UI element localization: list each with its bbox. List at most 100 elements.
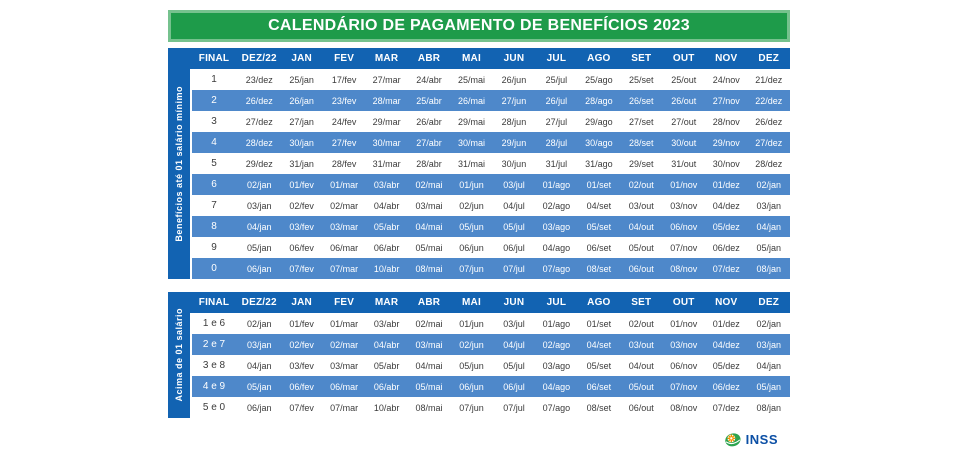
date-cell: 06/jul (492, 376, 536, 397)
date-cell: 06/out (620, 258, 663, 279)
date-cell: 31/ago (577, 153, 621, 174)
final-digit-cell: 9 (190, 237, 238, 258)
date-cell: 31/jan (280, 153, 323, 174)
date-cell: 06/fev (280, 237, 323, 258)
date-cell: 02/fev (280, 334, 323, 355)
column-header: FINAL (190, 292, 238, 313)
date-cell: 27/jan (280, 111, 323, 132)
date-cell: 04/set (577, 195, 621, 216)
table-row: 3 27/dez 27/jan 24/fev 29/mar 26/abr 29/mai 28/… (190, 111, 790, 132)
date-cell: 10/abr (365, 397, 408, 418)
date-cell: 06/set (577, 376, 621, 397)
date-cell: 25/set (620, 69, 663, 90)
date-cell: 02/mar (322, 334, 366, 355)
date-cell: 02/fev (280, 195, 323, 216)
date-cell: 06/abr (365, 237, 408, 258)
column-header: NOV (704, 292, 748, 313)
table-row: 3 e 8 04/jan 03/fev 03/mar 05/abr 04/mai 05/ju… (190, 355, 790, 376)
date-cell: 03/abr (365, 313, 408, 334)
date-cell: 29/ago (577, 111, 621, 132)
date-cell: 03/jul (492, 174, 536, 195)
date-cell: 07/jun (450, 258, 493, 279)
date-cell: 04/out (620, 216, 663, 237)
date-cell: 31/jul (535, 153, 578, 174)
date-cell: 28/fev (322, 153, 366, 174)
final-digit-cell: 0 (190, 258, 238, 279)
column-header: MAI (450, 292, 493, 313)
date-cell: 04/set (577, 334, 621, 355)
column-header: DEZ (747, 292, 790, 313)
final-digit-cell: 3 (190, 111, 238, 132)
date-cell: 30/jan (280, 132, 323, 153)
date-cell: 01/jun (450, 174, 493, 195)
date-cell: 27/mar (365, 69, 408, 90)
date-cell: 06/abr (365, 376, 408, 397)
date-cell: 06/mar (322, 237, 366, 258)
header-row: FINAL DEZ/22 JAN FEV MAR ABR MAI JUN JUL AGO SET OU… (190, 48, 790, 69)
date-cell: 05/jan (238, 237, 281, 258)
date-cell: 04/jan (747, 355, 790, 376)
date-cell: 22/dez (747, 90, 790, 111)
payment-tables: Benefícios até 01 salário mínimo FINAL DEZ… (168, 48, 790, 418)
date-cell: 04/abr (365, 195, 408, 216)
date-cell: 28/dez (238, 132, 281, 153)
date-cell: 02/jan (238, 313, 281, 334)
date-cell: 01/nov (662, 174, 705, 195)
date-cell: 05/jan (747, 237, 790, 258)
date-cell: 07/fev (280, 397, 323, 418)
column-header: JUN (492, 48, 536, 69)
date-cell: 27/nov (704, 90, 748, 111)
date-cell: 03/out (620, 195, 663, 216)
date-cell: 04/ago (535, 376, 578, 397)
date-cell: 30/jun (492, 153, 536, 174)
column-header: OUT (662, 48, 705, 69)
date-cell: 01/set (577, 174, 621, 195)
date-cell: 31/mai (450, 153, 493, 174)
date-cell: 06/jan (238, 397, 281, 418)
date-cell: 08/set (577, 258, 621, 279)
column-header: FINAL (190, 48, 238, 69)
column-header: DEZ (747, 48, 790, 69)
final-digit-cell: 2 e 7 (190, 334, 238, 355)
date-cell: 26/set (620, 90, 663, 111)
date-cell: 03/fev (280, 216, 323, 237)
date-cell: 07/jul (492, 397, 536, 418)
date-cell: 02/out (620, 174, 663, 195)
date-cell: 27/dez (238, 111, 281, 132)
date-cell: 02/jun (450, 334, 493, 355)
payment-table: FINAL DEZ/22 JAN FEV MAR ABR MAI JUN JUL AGO SET OU… (190, 48, 790, 279)
table-row: 1 23/dez 25/jan 17/fev 27/mar 24/abr 25/mai 26/… (190, 69, 790, 90)
calendar-content: CALENDÁRIO DE PAGAMENTO DE BENEFÍCIOS 20… (168, 10, 790, 448)
final-digit-cell: 5 (190, 153, 238, 174)
table-row: 2 26/dez 26/jan 23/fev 28/mar 25/abr 26/mai 27/… (190, 90, 790, 111)
final-digit-cell: 2 (190, 90, 238, 111)
date-cell: 24/nov (704, 69, 748, 90)
date-cell: 06/set (577, 237, 621, 258)
date-cell: 07/fev (280, 258, 323, 279)
final-digit-cell: 3 e 8 (190, 355, 238, 376)
date-cell: 05/abr (365, 355, 408, 376)
date-cell: 29/set (620, 153, 663, 174)
payment-table-block-1: Benefícios até 01 salário mínimo FINAL DEZ… (168, 48, 790, 279)
table-row: 5 29/dez 31/jan 28/fev 31/mar 28/abr 31/mai 30/… (190, 153, 790, 174)
date-cell: 08/nov (662, 258, 705, 279)
column-header: MAR (365, 48, 408, 69)
date-cell: 03/fev (280, 355, 323, 376)
column-header: MAR (365, 292, 408, 313)
date-cell: 04/jan (747, 216, 790, 237)
date-cell: 07/nov (662, 376, 705, 397)
date-cell: 01/set (577, 313, 621, 334)
date-cell: 03/jan (238, 195, 281, 216)
date-cell: 03/jan (747, 195, 790, 216)
date-cell: 08/nov (662, 397, 705, 418)
table-side-label-text: Benefícios até 01 salário mínimo (174, 85, 184, 242)
date-cell: 26/mai (450, 90, 493, 111)
date-cell: 27/jun (492, 90, 536, 111)
date-cell: 24/abr (407, 69, 451, 90)
date-cell: 28/abr (407, 153, 451, 174)
date-cell: 06/out (620, 397, 663, 418)
date-cell: 05/jun (450, 355, 493, 376)
final-digit-cell: 1 (190, 69, 238, 90)
date-cell: 07/ago (535, 258, 578, 279)
